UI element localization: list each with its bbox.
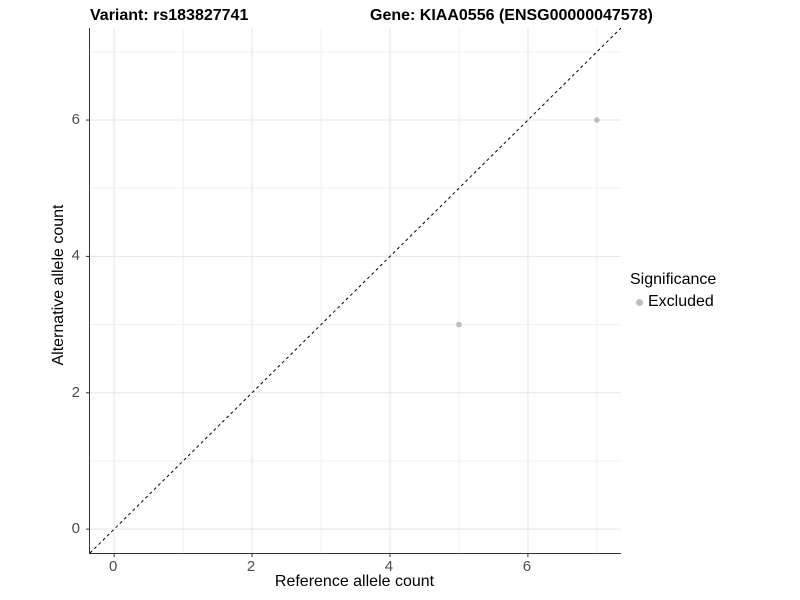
variant-title: Variant: rs183827741	[90, 7, 249, 24]
plot-panel	[86, 27, 622, 557]
y-tick-label: 2	[71, 383, 80, 401]
y-tick-label: 0	[71, 520, 80, 538]
x-tick-label: 2	[246, 558, 256, 575]
excluded-point-icon	[636, 298, 643, 306]
gene-title: Gene: KIAA0556 (ENSG00000047578)	[370, 7, 653, 24]
legend-entry: Excluded	[630, 293, 716, 311]
x-tick-label: 0	[108, 558, 118, 575]
scatter-plot	[86, 27, 622, 557]
legend-title: Significance	[630, 271, 717, 288]
legend: Significance Excluded	[630, 271, 716, 311]
legend-entry-label: Excluded	[648, 293, 714, 310]
x-tick-label: 6	[522, 558, 532, 575]
data-point	[456, 321, 462, 328]
x-tick-label: 4	[384, 558, 394, 575]
identity-line	[89, 27, 622, 554]
y-tick-label: 4	[71, 247, 80, 265]
x-axis-title: Reference allele count	[274, 573, 435, 590]
data-point	[594, 117, 600, 123]
y-tick-label: 6	[71, 111, 80, 129]
